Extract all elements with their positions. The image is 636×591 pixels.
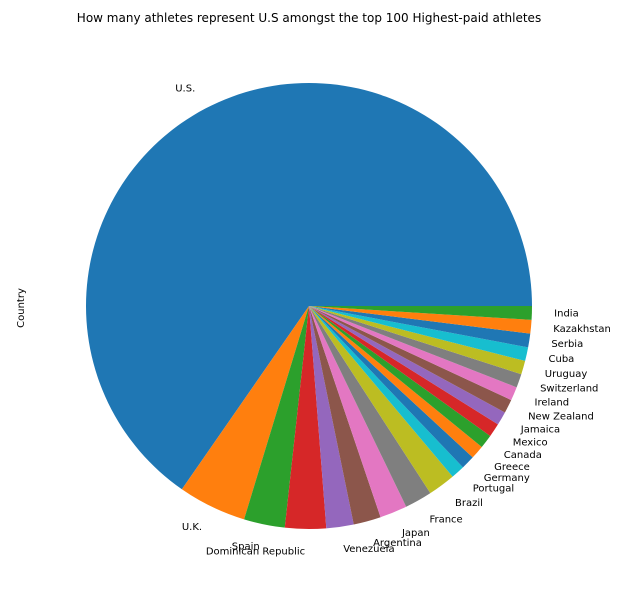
- pie-slice-switzerland: [309, 306, 522, 388]
- pie-label-ireland: Ireland: [535, 398, 570, 409]
- pie-label-venezuela: Venezuela: [343, 544, 394, 555]
- pie-label-kazakhstan: Kazakhstan: [553, 324, 611, 335]
- pie-label-germany: Germany: [484, 473, 530, 484]
- pie-label-canada: Canada: [504, 450, 542, 461]
- pie-label-india: India: [554, 309, 579, 320]
- pie-slice-dominican-republic: [284, 306, 327, 529]
- pie-label-cuba: Cuba: [549, 354, 575, 365]
- pie-slice-u-s: [86, 83, 532, 490]
- pie-slice-ireland: [309, 306, 517, 401]
- pie-label-japan: Japan: [401, 528, 430, 539]
- pie-label-spain: Spain: [232, 541, 260, 552]
- pie-label-uruguay: Uruguay: [545, 369, 588, 380]
- pie-label-dominican-republic: Dominican Republic: [206, 546, 305, 557]
- pie-label-switzerland: Switzerland: [540, 383, 598, 394]
- pie-slice-brazil: [309, 306, 453, 494]
- pie-slice-mexico: [309, 306, 498, 436]
- pie-slice-cuba: [309, 306, 529, 361]
- pie-label-jamaica: Jamaica: [520, 425, 560, 436]
- pie-slice-argentina: [309, 306, 381, 525]
- pie-slice-uruguay: [309, 306, 526, 375]
- pie-slice-japan: [309, 306, 407, 518]
- pie-slice-new-zealand: [309, 306, 512, 413]
- pie-label-portugal: Portugal: [473, 484, 514, 495]
- chart-title: How many athletes represent U.S amongst …: [77, 11, 541, 25]
- pie-slice-spain: [244, 306, 309, 528]
- pie-slice-venezuela: [309, 306, 354, 529]
- pie-label-new-zealand: New Zealand: [528, 411, 594, 422]
- pie-slice-portugal: [309, 306, 463, 477]
- pie-slice-france: [309, 306, 431, 507]
- pie-slice-jamaica: [309, 306, 505, 425]
- pie-slice-kazakhstan: [309, 306, 532, 334]
- pie-label-brazil: Brazil: [455, 498, 483, 509]
- pie-slice-germany: [309, 306, 473, 468]
- pie-label-argentina: Argentina: [373, 538, 422, 549]
- pie-label-u-k: U.K.: [182, 522, 202, 533]
- y-axis-label: Country: [16, 288, 27, 328]
- pie-label-u-s: U.S.: [175, 84, 195, 95]
- pie-slice-u-k: [181, 306, 309, 520]
- pie-slice-serbia: [309, 306, 531, 348]
- pie-slice-india: [309, 306, 532, 320]
- pie-label-serbia: Serbia: [551, 339, 583, 350]
- pie-label-mexico: Mexico: [513, 438, 548, 449]
- pie-slice-canada: [309, 306, 491, 447]
- pie-slice-greece: [309, 306, 482, 458]
- pie-label-greece: Greece: [494, 462, 530, 473]
- pie-slices: [86, 83, 532, 529]
- pie-label-france: France: [429, 515, 462, 526]
